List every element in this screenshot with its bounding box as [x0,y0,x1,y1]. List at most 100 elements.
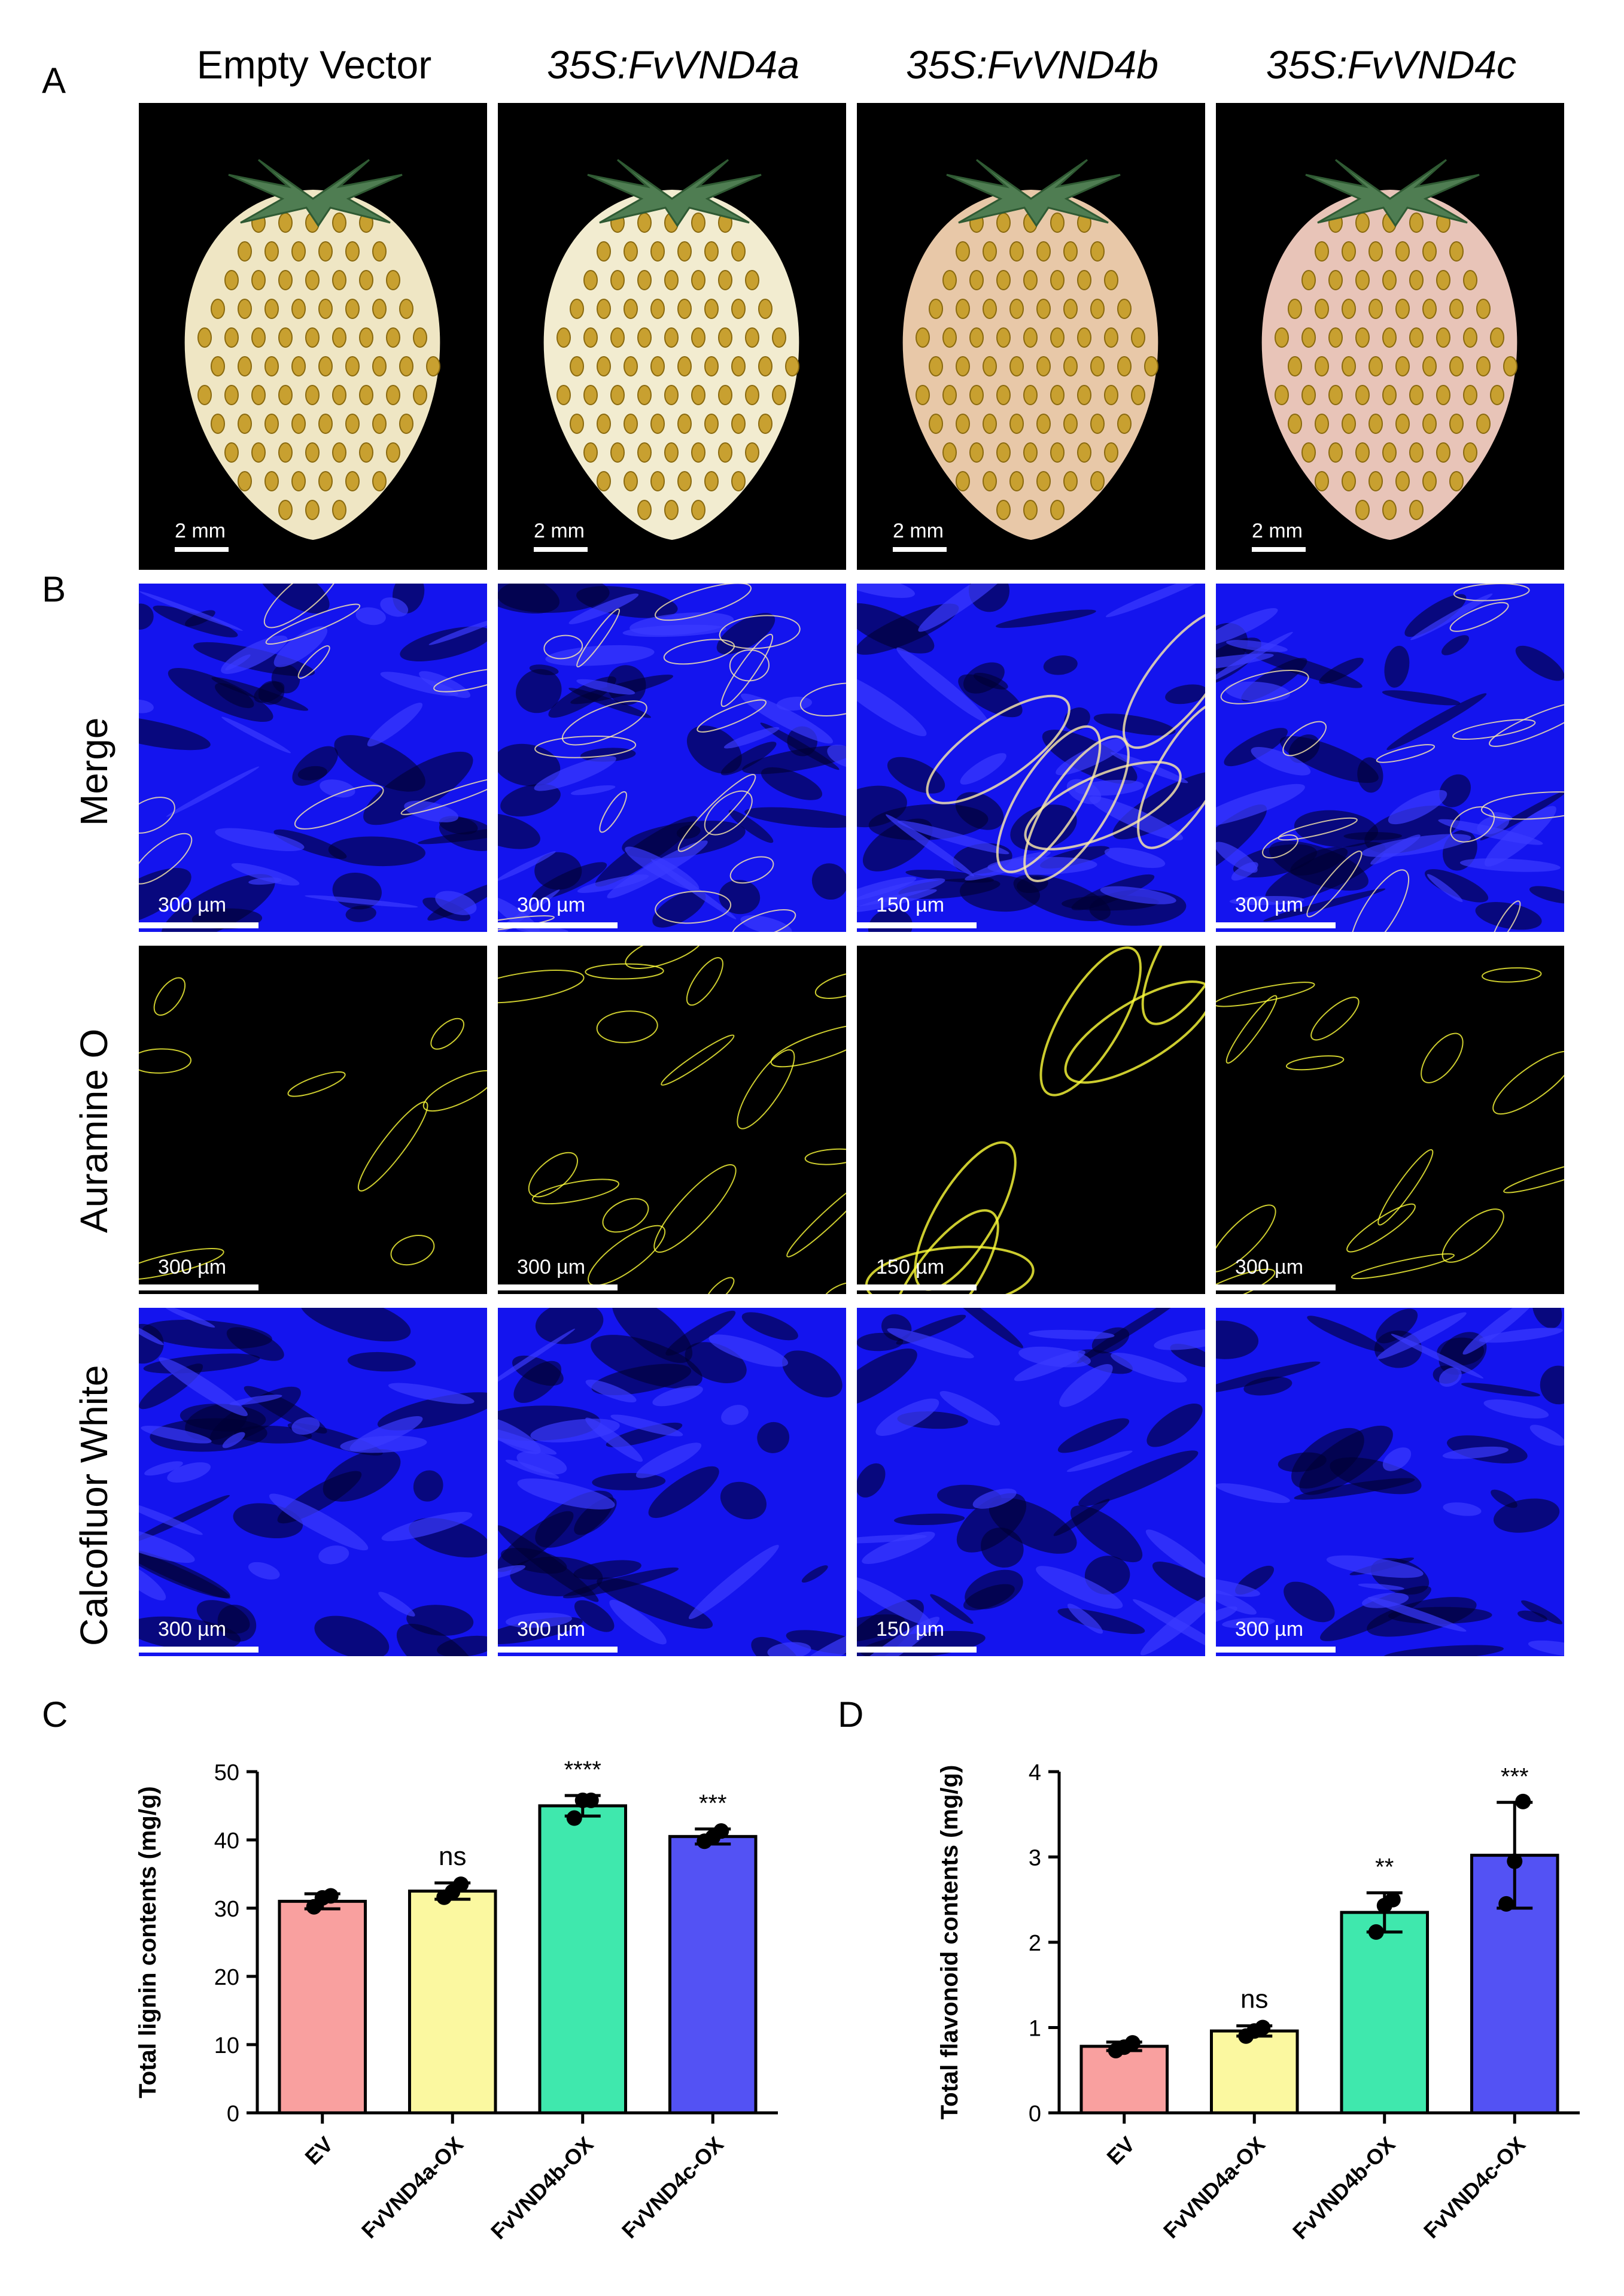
micrograph-auramine: 300 µm [1216,946,1564,1294]
column-title-fvvnd4c: 35S:FvVND4c [1266,42,1517,87]
y-tick-label: 0 [1029,2101,1041,2127]
data-point [1507,1853,1523,1869]
scale-label: 2 mm [534,520,585,542]
scale-label: 2 mm [1252,520,1303,542]
x-tick-label: FvVND4a-OX [357,2132,468,2243]
scale-label: 150 µm [876,894,945,916]
fruit-photo: 2 mm [857,103,1205,570]
column-title-empty-vector: Empty Vector [196,42,432,87]
y-tick-label: 50 [214,1760,239,1785]
scale-label: 2 mm [175,520,226,542]
bar [1079,2045,1169,2115]
scale-label: 2 mm [893,520,944,542]
y-tick-label: 2 [1029,1931,1041,1956]
data-point [1515,1793,1531,1809]
x-tick-label: EV [300,2132,337,2170]
micrograph-calcofluor: 300 µm [1216,1308,1564,1656]
scale-bar [1216,1284,1336,1290]
y-tick-label: 20 [214,1965,239,1990]
data-point [566,1810,582,1826]
scale-bar [534,547,588,552]
micrograph-merge: 150 µm [857,584,1205,932]
panel-letter-b: B [42,569,66,609]
scale-label: 300 µm [517,1256,586,1278]
scale-bar [498,922,618,928]
bar [668,1835,758,2115]
scale-bar [857,922,977,928]
y-tick-label: 0 [227,2101,239,2127]
x-tick-label: EV [1102,2132,1139,2170]
micrograph-calcofluor: 300 µm [139,1308,487,1656]
y-tick-label: 1 [1029,2016,1041,2042]
data-point [1368,1924,1384,1940]
x-tick-label: FvVND4b-OX [486,2132,598,2244]
y-tick-label: 30 [214,1897,239,1922]
bar [407,1890,497,2115]
data-point [1385,1891,1401,1908]
x-tick-label: FvVND4a-OX [1158,2132,1270,2243]
micrograph-merge: 300 µm [1216,584,1564,932]
scale-bar [857,1647,977,1653]
scale-bar [893,547,947,552]
scale-bar [857,1284,977,1290]
scale-label: 300 µm [1235,894,1304,916]
row-label-auramine-o: Auramine O [72,1028,115,1233]
micrograph-auramine: 300 µm [498,946,846,1294]
y-axis-label: Total flavonoid contents (mg/g) [936,1765,963,2120]
flavonoid-chart: 0 1 2 3 4 Total flavonoid contents (mg/g) EV ns… [936,1760,1580,2244]
y-axis-label: Total lignin contents (mg/g) [135,1786,161,2098]
scale-bar [1216,922,1336,928]
scale-label: 300 µm [158,1618,227,1641]
scale-bar [139,1284,258,1290]
significance-label: *** [699,1790,727,1817]
data-point [583,1792,599,1808]
bar [278,1900,367,2115]
scale-label: 300 µm [517,1618,586,1641]
data-point [713,1823,729,1839]
data-point [1124,2035,1141,2051]
micrograph-calcofluor: 150 µm [857,1308,1205,1656]
bar [1340,1911,1430,2115]
scale-label: 300 µm [1235,1256,1304,1278]
scale-bar [1216,1647,1336,1653]
fruit-photo: 2 mm [498,103,846,570]
bar [1209,2029,1299,2115]
scale-label: 150 µm [876,1618,945,1641]
panel-letter-a: A [42,60,66,101]
y-tick-label: 4 [1029,1760,1041,1785]
data-point [1498,1896,1514,1912]
fruit-photo: 2 mm [1216,103,1564,570]
micrograph-merge: 300 µm [498,584,846,932]
scale-bar [139,1647,258,1653]
significance-label: ns [439,1842,466,1871]
scale-label: 300 µm [1235,1618,1304,1641]
scale-bar [175,547,229,552]
column-title-fvvnd4b: 35S:FvVND4b [906,42,1158,87]
x-tick-label: FvVND4c-OX [617,2132,728,2243]
scale-bar [1252,547,1306,552]
lignin-chart: 0 10 20 30 40 50 Total lignin contents (mg/g) E… [135,1757,778,2244]
fruit-photo: 2 mm [139,103,487,570]
row-label-calcofluor-white: Calcofluor White [72,1365,115,1647]
micrograph-merge: 300 µm [139,584,487,932]
panel-letter-c: C [42,1694,68,1735]
x-tick-label: FvVND4b-OX [1288,2132,1400,2244]
significance-label: ns [1240,1985,1268,2014]
data-point [453,1876,469,1893]
micrograph-auramine: 150 µm [857,946,1205,1294]
scale-bar [498,1647,618,1653]
scale-label: 300 µm [158,1256,227,1278]
micrograph-calcofluor: 300 µm [498,1308,846,1656]
y-tick-label: 10 [214,2033,239,2058]
y-tick-label: 3 [1029,1846,1041,1871]
column-title-fvvnd4a: 35S:FvVND4a [547,42,799,87]
scale-bar [139,922,258,928]
significance-label: **** [564,1757,601,1783]
scale-label: 300 µm [158,894,227,916]
panel-letter-d: D [838,1694,864,1735]
data-point [323,1888,339,1904]
y-tick-label: 40 [214,1829,239,1854]
bar [538,1804,628,2115]
significance-label: ** [1375,1854,1394,1880]
scale-label: 300 µm [517,894,586,916]
